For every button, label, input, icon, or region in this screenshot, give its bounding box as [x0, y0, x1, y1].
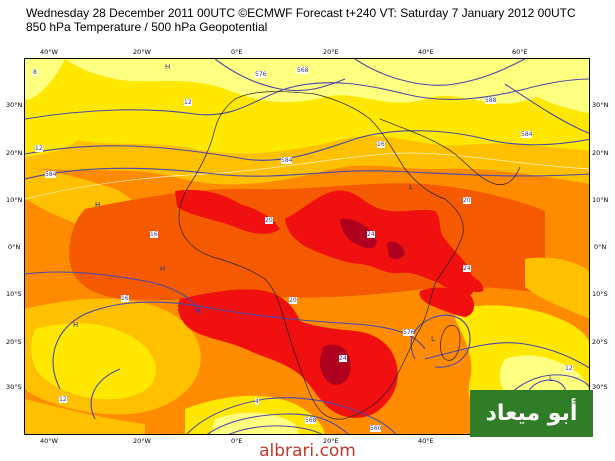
isotherm-label: 20 [289, 297, 297, 304]
field-pale-yellow-north [65, 59, 585, 104]
lat-label-right-10s: 10°S [592, 290, 608, 298]
lat-label-right-20s: 20°S [592, 338, 608, 346]
field-pale-yellow-south [210, 412, 300, 434]
lon-label-bottom-40w: 40°W [40, 437, 58, 445]
lat-label-left-20n: 20°N [6, 149, 23, 157]
isotherm-label: 16 [121, 295, 129, 302]
chart-title-line-2: 850 hPa Temperature / 500 hPa Geopotenti… [26, 20, 268, 34]
lon-label-top-20e: 20°E [323, 48, 339, 56]
field-red-west-africa [175, 189, 280, 234]
isotherm-label: 16 [377, 141, 385, 148]
isotherm-label: 16 [150, 231, 158, 238]
isotherm-label: 24 [463, 265, 471, 272]
lon-label-bottom-40e: 40°E [418, 437, 434, 445]
isotherm-label: 8 [33, 69, 37, 76]
contour-line [504, 83, 589, 134]
contour-line [354, 59, 526, 86]
lat-label-left-10n: 10°N [6, 196, 23, 204]
lat-label-left-30s: 30°S [6, 383, 22, 391]
lat-label-right-0n: 0°N [594, 243, 607, 251]
lon-label-top-40e: 40°E [418, 48, 434, 56]
pressure-center-label: L [431, 335, 435, 343]
contour-line [25, 167, 589, 180]
lon-label-top-20w: 20°W [133, 48, 151, 56]
pressure-center-label: H [73, 321, 79, 329]
contour-line [90, 368, 121, 420]
isotherm-label: 24 [367, 231, 375, 238]
isotherm-label: 24 [339, 355, 347, 362]
contour-line [25, 78, 589, 120]
field-yellow-nw-patch [25, 99, 80, 157]
isotherm-label: 20 [463, 197, 471, 204]
field-dark-red-south [319, 344, 351, 385]
lat-label-left-0n: 0°N [8, 243, 21, 251]
field-pale-yellow-east [495, 59, 589, 114]
field-red-east-coast [437, 257, 484, 293]
contour-line [214, 59, 346, 92]
pressure-center-label: H [95, 201, 101, 209]
lon-label-top-60e: 60°E [512, 48, 528, 56]
lon-label-bottom-0e: 0°E [231, 437, 243, 445]
lon-label-top-0e: 0°E [231, 48, 243, 56]
coastline-madagascar [440, 325, 461, 361]
pressure-center-label: H [160, 265, 166, 273]
field-yellow-south [31, 323, 156, 400]
contour-line [206, 413, 349, 434]
contour-line [228, 425, 323, 434]
pressure-center-label: L [549, 375, 553, 383]
geopotential-contours [25, 59, 589, 434]
geopotential-label: 584 [521, 131, 533, 138]
field-light-orange-sw-corner [25, 399, 145, 434]
lat-label-right-30n: 30°N [592, 101, 609, 109]
isotherm-16-north [25, 152, 589, 200]
geopotential-label: 584 [45, 171, 57, 178]
contour-line [424, 342, 589, 369]
coastline-africa [178, 91, 464, 420]
isotherm-label: 12 [565, 365, 573, 372]
field-dark-red-east [387, 241, 405, 260]
isotherm-label: 4 [255, 398, 259, 405]
pressure-center-label: H [195, 307, 201, 315]
chart-title-line-1: Wednesday 28 December 2011 00UTC ©ECMWF … [26, 6, 576, 20]
field-dark-red-central [340, 218, 377, 249]
lon-label-bottom-20w: 20°W [133, 437, 151, 445]
logo-text: أبو ميعاد [485, 401, 578, 426]
field-red-madagascar-channel [419, 287, 475, 317]
site-watermark: albrari.com [259, 441, 356, 461]
logo-badge: أبو ميعاد [470, 390, 593, 437]
geopotential-label: 584 [281, 157, 293, 164]
geopotential-label: 568 [305, 417, 317, 424]
lat-label-left-10s: 10°S [6, 290, 22, 298]
contour-line [25, 130, 589, 161]
lon-label-top-40w: 40°W [40, 48, 58, 56]
geopotential-label: 576 [255, 71, 267, 78]
pressure-center-label: L [409, 183, 413, 191]
pressure-center-label: H [165, 63, 171, 71]
lat-label-right-20n: 20°N [592, 149, 609, 157]
geopotential-label: 576 [403, 329, 415, 336]
coastline-arabia [379, 118, 521, 185]
lat-label-right-10n: 10°N [592, 196, 609, 204]
map-canvas [25, 59, 589, 434]
lat-label-right-30s: 30°S [592, 383, 608, 391]
lat-label-left-20s: 20°S [6, 338, 22, 346]
isotherm-label: 12 [184, 99, 192, 106]
isotherm-label: 12 [59, 396, 67, 403]
temperature-map: 12 12 16 16 20 20 24 24 24 20 16 12 12 8… [24, 58, 590, 435]
isotherm-label: 20 [265, 217, 273, 224]
lat-label-left-30n: 30°N [6, 101, 23, 109]
field-red-southern-africa [178, 289, 398, 418]
lon-label-bottom-20e: 20°E [323, 437, 339, 445]
contour-line [186, 397, 397, 434]
contour-line [25, 271, 201, 315]
isotherm-label: 12 [35, 145, 43, 152]
geopotential-label: 568 [297, 67, 309, 74]
geopotential-label: 560 [370, 425, 382, 432]
field-red-central-africa [285, 190, 470, 283]
geopotential-label: 588 [485, 97, 497, 104]
contour-line [52, 301, 426, 390]
field-light-orange-se [525, 257, 589, 319]
